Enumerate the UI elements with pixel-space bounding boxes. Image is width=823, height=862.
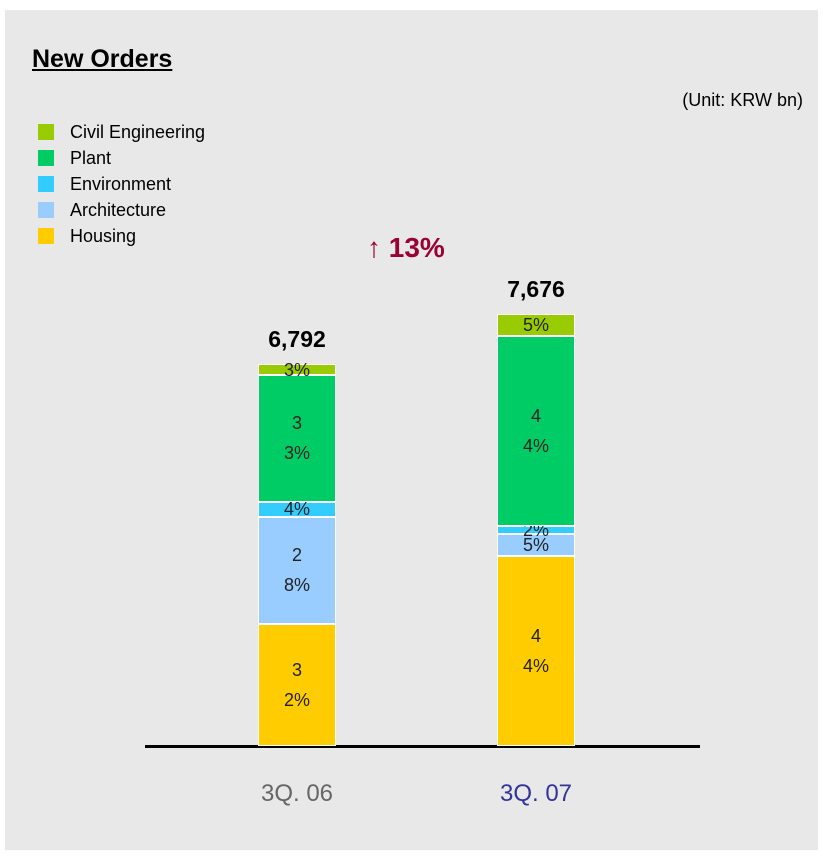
unit-label: (Unit: KRW bn)	[682, 90, 803, 110]
data-label: 32%	[284, 659, 311, 710]
data-label: 4%	[283, 499, 310, 520]
data-label: 44%	[523, 626, 550, 677]
legend-swatch	[38, 202, 54, 218]
baseline	[145, 745, 700, 748]
legend-label: Civil Engineering	[70, 122, 206, 142]
legend-label: Architecture	[70, 200, 167, 220]
bar-segment	[497, 525, 575, 535]
data-label: 3%	[283, 359, 310, 380]
bar-segment	[497, 335, 575, 526]
bar-segment	[497, 556, 575, 746]
x-tick-label: 3Q. 06	[260, 780, 334, 807]
total-label: 6,792	[268, 326, 326, 352]
legend-swatch	[38, 124, 54, 140]
legend-label: Plant	[70, 148, 112, 168]
total-label: 7,676	[507, 276, 565, 303]
bar-segment	[258, 375, 336, 502]
data-label: 44%	[523, 405, 550, 456]
bar-segment	[497, 534, 575, 557]
growth-annotation: ↑ 13%	[367, 232, 445, 263]
bar-segment	[258, 364, 336, 376]
x-tick-label: 3Q. 07	[499, 780, 573, 807]
legend-label: Environment	[70, 174, 172, 194]
panel: New Orders (Unit: KRW bn) ↑ 13% Housing A…	[5, 10, 818, 850]
data-label: 5%	[522, 535, 549, 556]
data-label: 33%	[284, 413, 311, 464]
bar-segment	[258, 516, 336, 624]
bar-segment	[258, 501, 336, 517]
data-label: 28%	[284, 545, 311, 596]
legend-swatch	[38, 176, 54, 192]
legend-swatch	[38, 150, 54, 166]
bar-segment	[497, 314, 575, 336]
legend-swatch	[38, 228, 54, 244]
chart-title: New Orders	[32, 45, 173, 73]
legend-label: Housing	[70, 226, 137, 246]
data-label: 5%	[522, 315, 549, 336]
bar-segment	[258, 623, 336, 746]
